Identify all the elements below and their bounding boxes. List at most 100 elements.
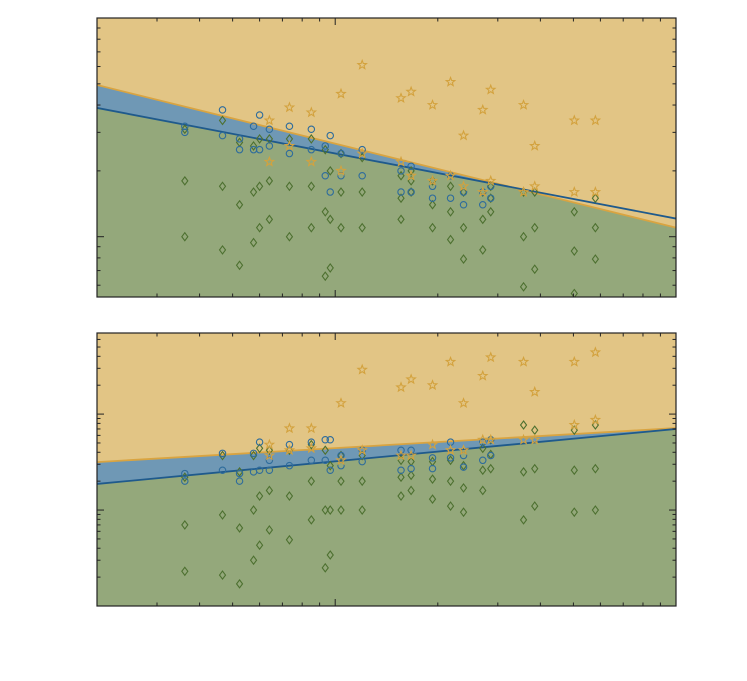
diamond-marker — [531, 264, 539, 275]
diamond-marker — [446, 181, 455, 192]
diamond-marker — [570, 206, 578, 217]
diamond-marker — [181, 175, 189, 186]
circle-marker — [181, 469, 189, 478]
diamond-marker — [326, 505, 334, 515]
circle-marker — [446, 454, 455, 462]
star-marker — [517, 98, 530, 110]
diamond-marker — [181, 519, 189, 530]
plot-frame — [96, 332, 677, 607]
diamond-marker — [218, 509, 227, 520]
diamond-marker — [570, 288, 578, 297]
diamond-marker — [326, 550, 334, 560]
region-fill — [97, 107, 676, 297]
diamond-marker — [407, 485, 415, 496]
diamond-marker — [358, 476, 366, 487]
diamond-marker — [285, 181, 294, 192]
diamond-marker — [337, 187, 345, 197]
circle-marker — [407, 446, 415, 454]
star-marker — [568, 418, 581, 430]
diamond-marker — [459, 507, 468, 518]
diamond-marker — [397, 491, 405, 501]
diamond-marker — [531, 187, 539, 197]
diamond-marker — [446, 476, 455, 487]
circle-marker — [407, 162, 415, 170]
diamond-marker — [407, 187, 415, 197]
diamond-marker — [249, 505, 258, 515]
circle-marker — [235, 477, 244, 485]
star-marker — [283, 101, 296, 113]
circle-marker — [459, 188, 468, 196]
circle-marker — [428, 464, 437, 473]
circle-marker — [285, 461, 294, 470]
circle-marker — [218, 466, 227, 474]
circle-marker — [358, 145, 366, 154]
circle-marker — [265, 142, 274, 150]
circle-marker — [486, 451, 495, 460]
regions — [97, 18, 676, 297]
diamond-marker — [591, 254, 600, 265]
circle-marker — [459, 463, 468, 471]
circle-marker — [307, 145, 316, 154]
markers — [181, 58, 602, 297]
diamond-marker — [519, 514, 528, 525]
star-marker — [457, 180, 470, 192]
star-marker — [444, 75, 457, 87]
diamond-marker — [591, 505, 600, 515]
diamond-marker — [487, 181, 495, 192]
star-marker — [517, 355, 530, 367]
circle-marker — [235, 145, 244, 154]
star-marker — [283, 444, 296, 456]
diamond-marker — [181, 566, 189, 577]
diamond-marker — [326, 165, 334, 176]
markers — [181, 346, 602, 589]
circle-marker — [321, 436, 330, 444]
circle-marker — [285, 122, 294, 130]
circle-marker — [218, 449, 227, 458]
diamond-marker — [487, 193, 495, 204]
circle-marker — [321, 456, 330, 465]
diamond-marker — [265, 214, 274, 225]
diamond-marker — [307, 439, 316, 450]
diamond-marker — [235, 199, 244, 210]
star-marker — [426, 174, 439, 186]
circle-marker — [397, 188, 405, 196]
diamond-marker — [358, 187, 366, 197]
diamond-marker — [570, 507, 578, 518]
diamond-marker — [218, 570, 227, 580]
diamond-marker — [285, 491, 294, 501]
circle-marker — [285, 149, 294, 158]
star-marker — [517, 186, 530, 197]
diamond-marker — [479, 465, 487, 476]
diamond-marker — [326, 460, 334, 471]
circle-marker — [249, 449, 258, 458]
circle-marker — [446, 194, 455, 202]
diamond-marker — [307, 514, 316, 525]
diamond-marker — [337, 222, 345, 233]
star-marker — [568, 114, 581, 126]
circle-marker — [255, 466, 264, 474]
diamond-marker — [519, 231, 528, 242]
diamond-marker — [181, 231, 189, 242]
diamond-marker — [255, 491, 264, 501]
circle-marker — [397, 446, 405, 454]
star-marker — [484, 174, 497, 186]
diamond-marker — [235, 260, 244, 271]
boundary-line — [97, 107, 676, 220]
circle-marker — [479, 456, 487, 465]
circle-marker — [249, 122, 258, 130]
circle-marker — [326, 436, 334, 444]
circle-marker — [265, 466, 274, 474]
circle-marker — [326, 131, 334, 140]
diamond-marker — [337, 450, 345, 461]
star-marker — [405, 373, 417, 385]
diamond-marker — [570, 465, 578, 476]
circle-marker — [321, 142, 330, 150]
diamond-marker — [337, 476, 345, 487]
diamond-marker — [218, 245, 227, 255]
diamond-marker — [249, 237, 258, 248]
diamond-marker — [218, 450, 227, 461]
star-marker — [457, 397, 470, 409]
star-marker — [589, 346, 602, 358]
panel — [96, 17, 677, 298]
circle-marker — [265, 125, 274, 133]
